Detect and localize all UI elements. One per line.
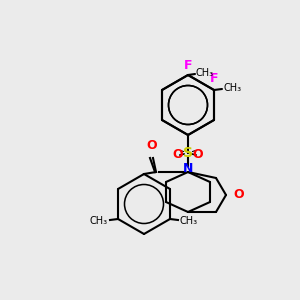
Text: O: O xyxy=(193,148,203,161)
Text: F: F xyxy=(184,59,192,72)
Text: N: N xyxy=(183,161,193,175)
Text: O: O xyxy=(233,188,244,202)
Text: CH₃: CH₃ xyxy=(196,68,214,78)
Text: F: F xyxy=(210,72,218,85)
Text: CH₃: CH₃ xyxy=(224,83,242,93)
Text: S: S xyxy=(183,146,193,160)
Text: CH₃: CH₃ xyxy=(90,216,108,226)
Text: O: O xyxy=(173,148,183,161)
Text: CH₃: CH₃ xyxy=(180,216,198,226)
Text: O: O xyxy=(147,139,157,152)
